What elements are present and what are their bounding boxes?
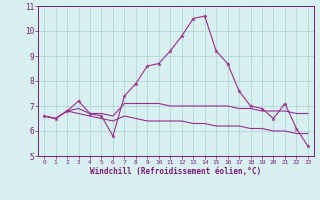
X-axis label: Windchill (Refroidissement éolien,°C): Windchill (Refroidissement éolien,°C): [91, 167, 261, 176]
